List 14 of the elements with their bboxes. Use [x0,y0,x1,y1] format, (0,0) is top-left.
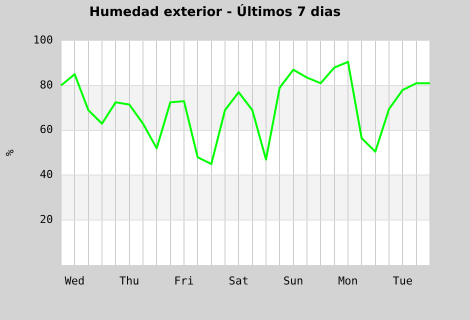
y-tick-label: 40 [40,168,53,182]
x-tick-label: Sat [228,274,249,288]
y-axis-title: % [3,149,16,156]
x-tick-label: Sun [283,274,304,288]
x-tick-label: Thu [119,274,140,288]
y-tick-label: 20 [40,212,53,226]
y-tick-label: 60 [40,123,53,136]
x-tick-label: Fri [174,274,194,288]
x-tick-label: Wed [64,274,85,288]
y-tick-label: 80 [40,78,53,92]
x-tick-label: Mon [338,274,358,288]
y-tick-label: 100 [33,33,53,46]
x-tick-label: Tue [392,274,413,288]
chart-title: Humedad exterior - Últimos 7 dias [89,3,342,20]
